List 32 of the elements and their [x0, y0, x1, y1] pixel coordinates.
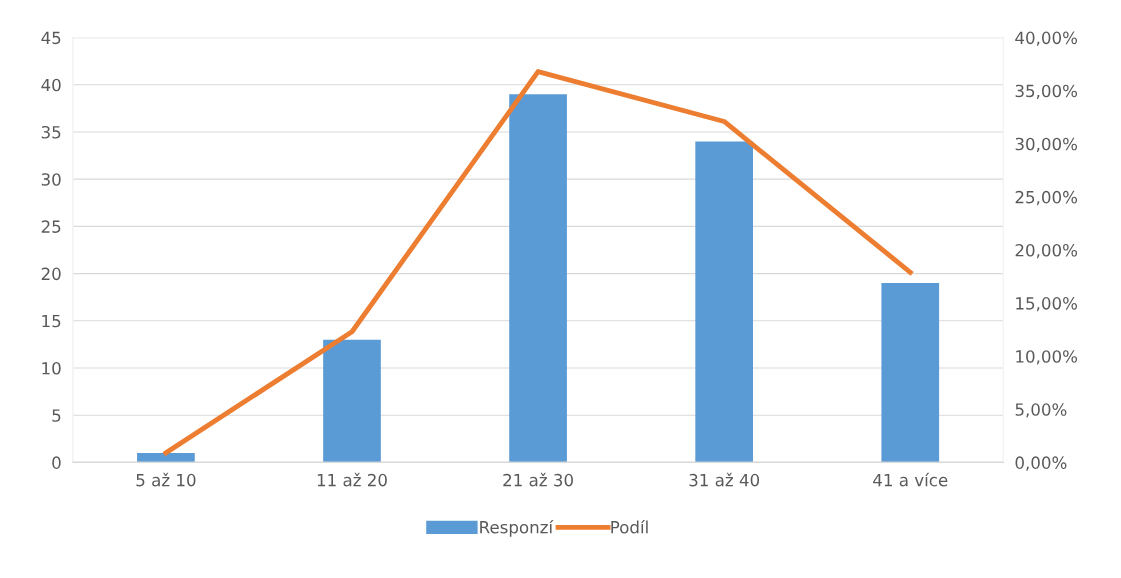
y-tick-label: 15 — [42, 314, 61, 328]
y2-tick-label: 20,00% — [1015, 243, 1078, 259]
y-tick-label: 5 — [52, 409, 61, 422]
bar — [695, 141, 754, 463]
line-series — [163, 69, 913, 456]
y-tick-label: 25 — [41, 220, 61, 233]
y2-tick-label: 25,00% — [1015, 190, 1078, 206]
y-tick-label: 40 — [41, 78, 61, 92]
bar — [323, 339, 381, 463]
y-tick-label: 0 — [52, 456, 61, 469]
y2-tick-label: 35,00% — [1015, 84, 1078, 99]
y-tick-label: 20 — [41, 267, 61, 281]
y2-tick-label: 40,00% — [1015, 31, 1078, 46]
y2-tick-label: 30,00% — [1015, 137, 1078, 153]
bar — [881, 283, 940, 463]
y-tick-label: 35 — [41, 125, 61, 139]
x-tick-label: 11 až 20 — [317, 472, 387, 487]
y-tick-label: 45 — [41, 31, 61, 45]
x-tick-label: 21 až 30 — [503, 472, 573, 487]
y2-tick-label: 10,00% — [1016, 350, 1078, 365]
y-tick-label: 30 — [41, 173, 61, 186]
legend-label: Podíl — [611, 519, 648, 534]
legend-label: Responzí — [480, 519, 554, 537]
x-tick-label: 31 až 40 — [689, 472, 760, 487]
bar — [137, 452, 195, 463]
x-tick-label: 41 a více — [873, 472, 948, 487]
x-tick-label: 5 až 10 — [136, 472, 196, 487]
y-tick-label: 10 — [42, 361, 61, 375]
bar — [509, 94, 567, 463]
y2-tick-label: 0,00% — [1015, 456, 1067, 471]
y2-tick-label: 15,00% — [1016, 297, 1078, 312]
y2-tick-label: 5,00% — [1015, 403, 1067, 418]
